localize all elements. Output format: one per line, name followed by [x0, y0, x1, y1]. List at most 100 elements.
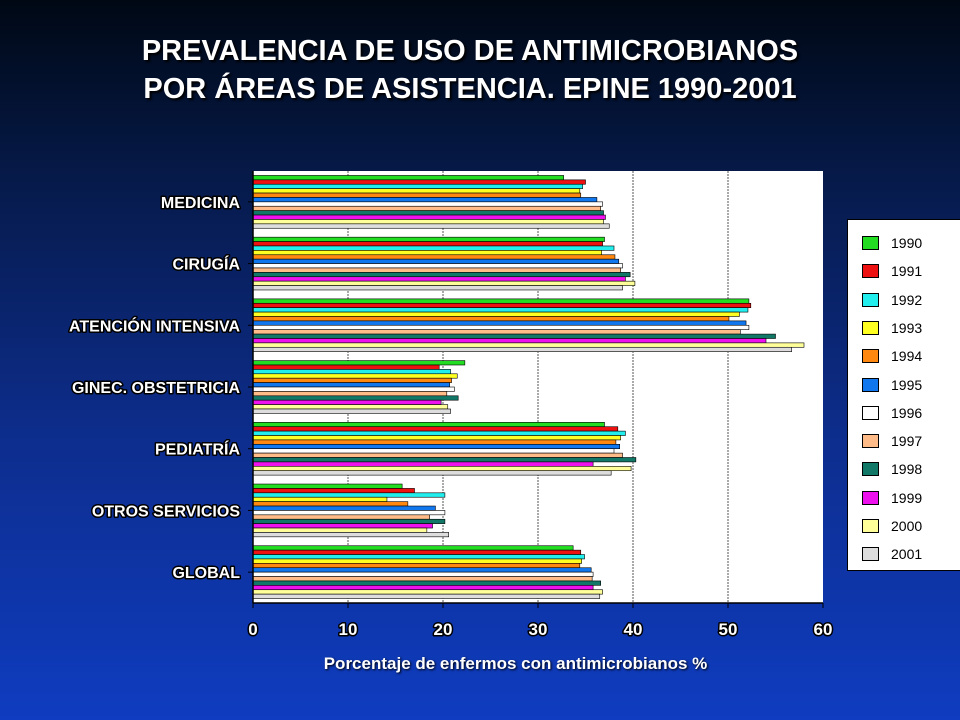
legend-label: 1991	[891, 263, 923, 280]
bar	[252, 179, 586, 185]
legend-swatch	[862, 377, 879, 392]
bar	[252, 580, 602, 586]
x-tick-label: 50	[719, 620, 738, 639]
legend-item: 2000	[862, 516, 922, 536]
bar	[252, 457, 637, 463]
bar	[252, 399, 442, 405]
x-tick-label: 0	[248, 620, 257, 639]
bar	[252, 386, 455, 392]
bar	[252, 245, 615, 251]
bar	[252, 532, 449, 538]
legend-label: 1998	[891, 461, 923, 478]
bar	[252, 523, 433, 529]
bar	[252, 241, 603, 247]
bar	[252, 483, 403, 489]
bar	[252, 214, 606, 220]
bar	[252, 346, 792, 352]
legend-item: 1991	[862, 261, 922, 281]
x-tick-label: 60	[814, 620, 833, 639]
bar	[252, 422, 605, 428]
bar	[252, 205, 602, 211]
bar	[252, 373, 458, 379]
bar	[252, 333, 776, 339]
bar	[252, 567, 592, 573]
bar	[252, 514, 430, 520]
legend-label: 1999	[891, 489, 923, 506]
bar	[252, 545, 574, 551]
title-line-2: POR ÁREAS DE ASISTENCIA. EPINE 1990-2001	[143, 73, 797, 105]
bar	[252, 444, 621, 450]
bar	[252, 254, 616, 260]
bar	[252, 391, 448, 397]
legend-item: 1990	[862, 233, 922, 253]
chart-title: PREVALENCIA DE USO DE ANTIMICROBIANOS PO…	[0, 32, 940, 108]
legend-item: 1996	[862, 403, 922, 423]
bar	[252, 518, 446, 524]
bar	[252, 461, 594, 467]
category-label: GINEC. OBSTETRICIA	[72, 380, 240, 397]
bar	[252, 488, 415, 494]
bar	[252, 589, 603, 595]
bar	[252, 510, 446, 516]
legend-swatch	[862, 547, 879, 562]
bar	[252, 505, 436, 511]
bar	[252, 439, 617, 445]
bar	[252, 369, 451, 375]
bar	[252, 236, 605, 242]
x-tick-label: 40	[624, 620, 643, 639]
legend-swatch	[862, 405, 879, 420]
bar	[252, 338, 767, 344]
legend-label: 1992	[891, 291, 923, 308]
bar	[252, 382, 450, 388]
bar	[252, 576, 593, 582]
legend: 1990 1991 1992 1993 1994 1995 1996 1997 1998 1999…	[847, 219, 960, 571]
bar	[252, 563, 581, 569]
bar	[252, 364, 440, 370]
category-label: OTROS SERVICIOS	[92, 503, 241, 520]
bar	[252, 466, 632, 472]
bar	[252, 280, 636, 286]
bar	[252, 558, 583, 564]
bar	[252, 267, 621, 273]
category-label: ATENCIÓN INTENSIVA	[69, 316, 240, 335]
bar	[252, 377, 452, 383]
legend-swatch	[862, 320, 879, 335]
bar	[252, 426, 619, 432]
legend-item: 1993	[862, 318, 922, 338]
bar	[252, 320, 747, 326]
bar	[252, 285, 623, 291]
legend-item: 1995	[862, 375, 922, 395]
bar	[252, 210, 604, 216]
legend-swatch	[862, 292, 879, 307]
legend-label: 1990	[891, 235, 923, 251]
legend-label: 1994	[891, 348, 923, 365]
bar	[252, 492, 446, 498]
x-tick-label: 20	[434, 620, 453, 639]
legend-label: 1997	[891, 433, 923, 450]
bar	[252, 430, 626, 436]
bar	[252, 183, 583, 189]
bar	[252, 223, 610, 229]
bar	[252, 404, 449, 410]
bar	[252, 276, 626, 282]
bar	[252, 435, 621, 441]
bar	[252, 329, 741, 335]
bar	[252, 496, 388, 502]
bar	[252, 527, 428, 533]
bar	[252, 192, 582, 198]
legend-swatch	[862, 462, 879, 477]
bar	[252, 311, 740, 317]
bar	[252, 175, 564, 181]
category-label: PEDIATRÍA	[155, 440, 240, 459]
bar	[252, 571, 594, 577]
legend-item: 1997	[862, 431, 922, 451]
bar	[252, 360, 466, 366]
legend-swatch	[862, 490, 879, 505]
bar	[252, 263, 623, 269]
legend-label: 2000	[891, 518, 923, 534]
x-tick-label: 30	[529, 620, 548, 639]
legend-label: 2001	[891, 546, 923, 563]
category-label: GLOBAL	[172, 565, 240, 582]
bar	[252, 593, 601, 599]
